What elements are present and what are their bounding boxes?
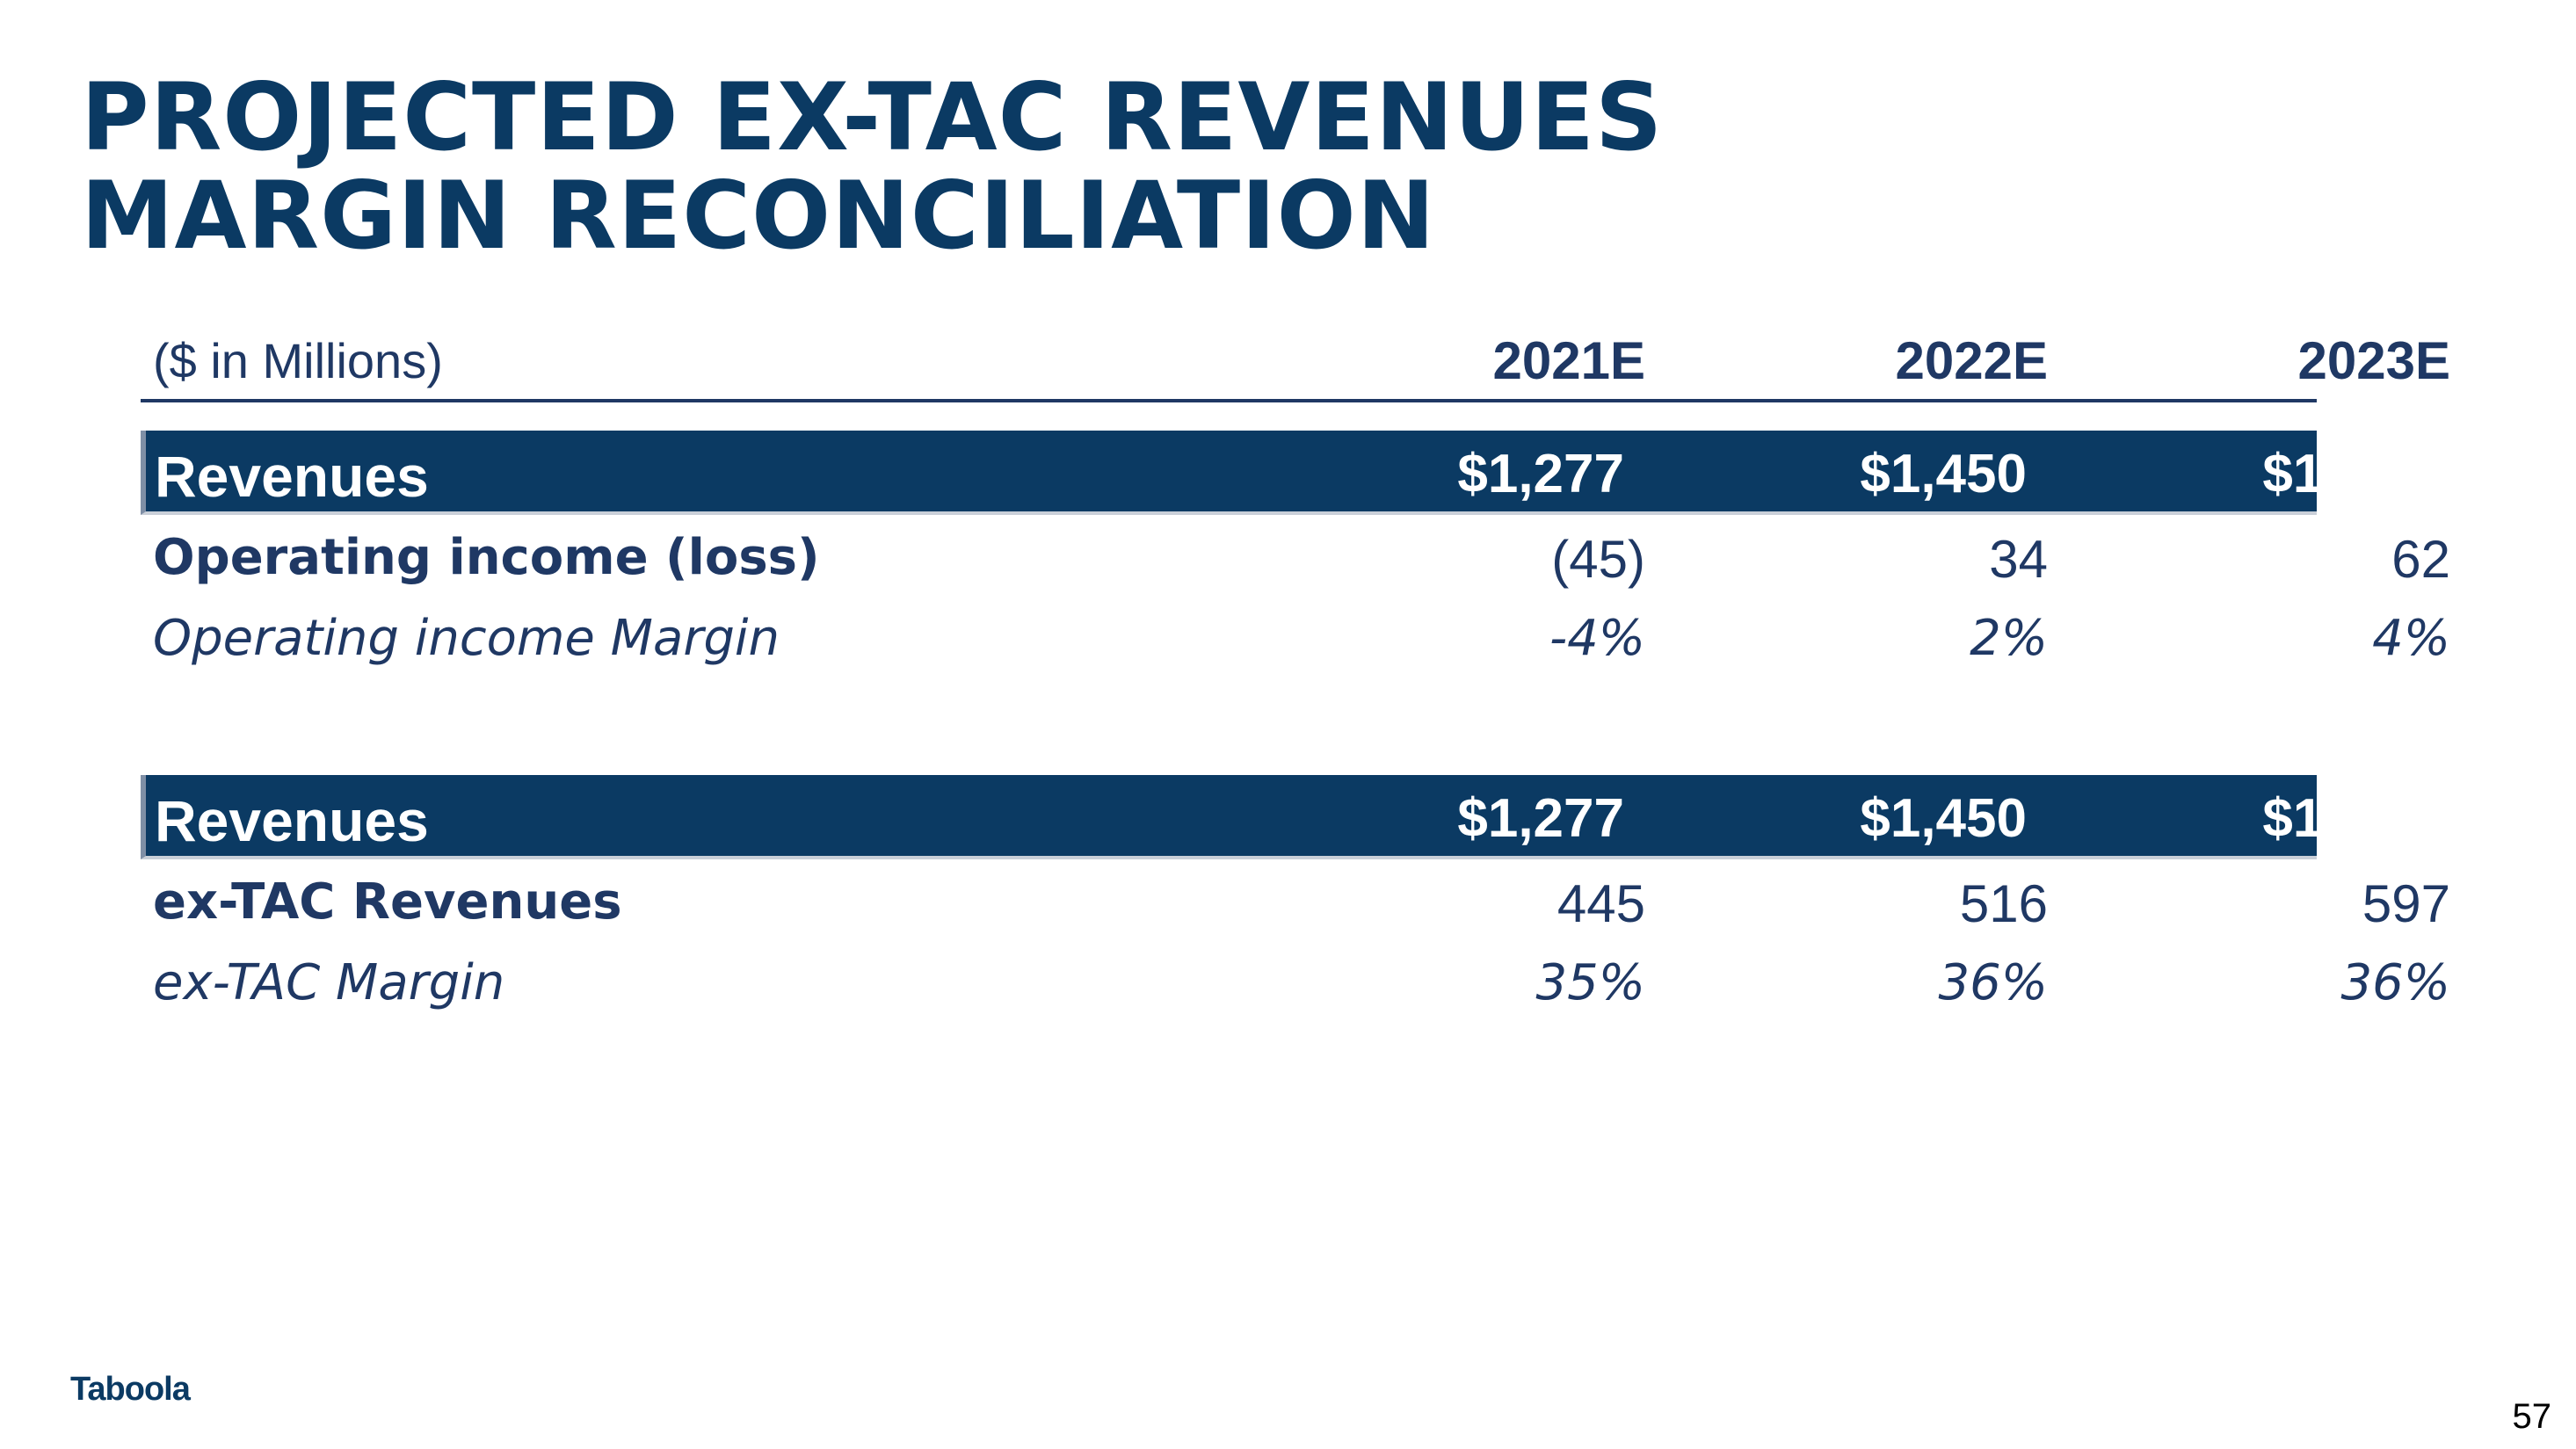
- revenues-band-row-2: Revenues $1,277 $1,450 $1,647: [141, 775, 2429, 859]
- revenues-band-row: Revenues $1,277 $1,450 $1,647: [141, 431, 2429, 515]
- revenues-2022: $1,450: [1860, 444, 2027, 504]
- operating-margin-label: Operating income Margin: [153, 610, 780, 667]
- slide-title: PROJECTED EX-TAC REVENUES MARGIN RECONCI…: [81, 69, 1663, 265]
- year-header-2022: 2022E: [1895, 331, 2049, 390]
- revenues-2021: $1,277: [1457, 444, 1624, 504]
- operating-margin-2021: -4%: [1549, 610, 1645, 667]
- slide-title-line-2: MARGIN RECONCILIATION: [81, 162, 1436, 270]
- operating-income-2021: (45): [1551, 530, 1645, 589]
- operating-income-2023: 62: [2391, 530, 2450, 589]
- year-header-2023: 2023E: [2297, 331, 2451, 390]
- reconciliation-table: ($ in Millions) 2021E 2022E 2023E Revenu…: [141, 316, 2450, 1021]
- table-row-operating-margin: Operating income Margin -4% 2% 4%: [141, 596, 2450, 677]
- revenues-label: Revenues: [155, 444, 429, 509]
- table-row-extac-margin: ex-TAC Margin 35% 36% 36%: [141, 940, 2450, 1021]
- slide-title-line-1: PROJECTED EX-TAC REVENUES: [81, 63, 1664, 171]
- section-spacer: [141, 677, 2317, 747]
- operating-income-2022: 34: [1989, 530, 2048, 589]
- taboola-logo: Taboola: [70, 1371, 191, 1408]
- revenues-2021-2: $1,277: [1457, 788, 1624, 849]
- extac-margin-2022: 36%: [1938, 954, 2048, 1011]
- extac-revenues-label: ex-TAC Revenues: [153, 873, 622, 931]
- revenues-label-2: Revenues: [155, 788, 429, 853]
- table-header-row: ($ in Millions) 2021E 2022E 2023E: [141, 316, 2450, 402]
- page-number: 57: [2512, 1397, 2552, 1436]
- extac-margin-2023: 36%: [2340, 954, 2450, 1011]
- operating-margin-2023: 4%: [2372, 610, 2450, 667]
- extac-revenues-2023: 597: [2362, 874, 2450, 933]
- operating-income-label: Operating income (loss): [153, 529, 820, 586]
- operating-margin-2022: 2%: [1970, 610, 2048, 667]
- revenues-2023: $1,647: [2262, 444, 2429, 504]
- extac-revenues-2022: 516: [1959, 874, 2048, 933]
- revenues-2022-2: $1,450: [1860, 788, 2027, 849]
- extac-margin-label: ex-TAC Margin: [153, 954, 505, 1011]
- year-header-2021: 2021E: [1492, 331, 1646, 390]
- units-label: ($ in Millions): [153, 333, 443, 388]
- extac-revenues-2021: 445: [1556, 874, 1645, 933]
- table-row-extac-revenues: ex-TAC Revenues 445 516 597: [141, 859, 2450, 940]
- revenues-2023-2: $1,647: [2262, 788, 2429, 849]
- table-row-operating-income: Operating income (loss) (45) 34 62: [141, 515, 2450, 596]
- extac-margin-2021: 35%: [1535, 954, 1645, 1011]
